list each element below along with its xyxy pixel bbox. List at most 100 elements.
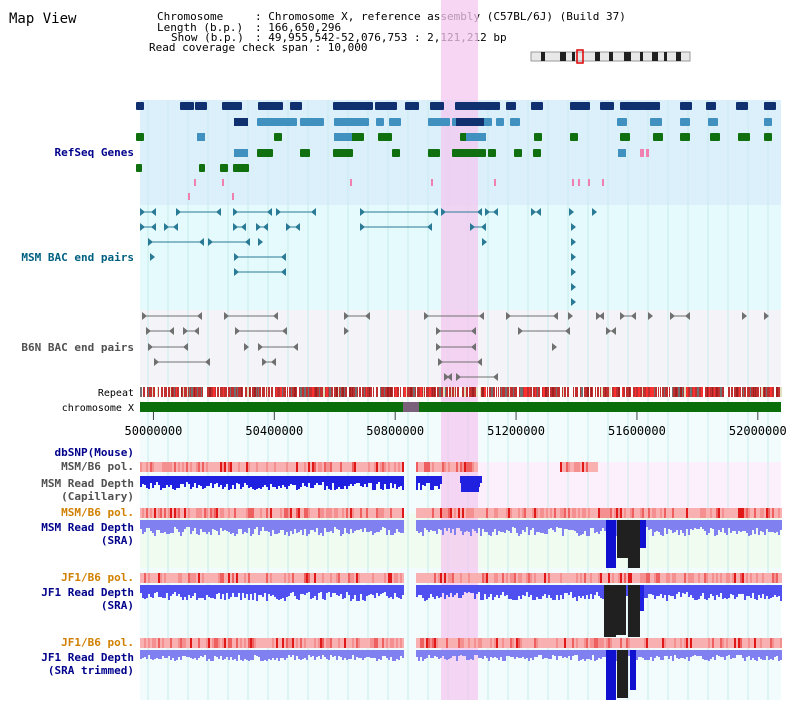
b6n-bac-pair-end[interactable] <box>553 312 558 320</box>
b6n-bac-pair-end[interactable] <box>552 343 557 351</box>
b6n-bac-pair-end[interactable] <box>235 327 240 335</box>
gene-feature[interactable] <box>534 133 542 141</box>
b6n-bac-pair-end[interactable] <box>506 312 511 320</box>
gene-feature[interactable] <box>764 133 772 141</box>
gene-feature[interactable] <box>708 118 718 126</box>
gene-feature[interactable] <box>653 133 663 141</box>
gene-feature[interactable] <box>375 102 397 110</box>
b6n-bac-pair-end[interactable] <box>169 327 174 335</box>
gene-feature[interactable] <box>220 164 228 172</box>
b6n-bac-pair-end[interactable] <box>471 343 476 351</box>
gene-feature-minor[interactable] <box>188 193 190 200</box>
gene-feature[interactable] <box>180 102 194 110</box>
gene-feature-minor[interactable] <box>572 179 574 186</box>
track-label-refseq[interactable]: RefSeq Genes <box>55 146 134 159</box>
msm-bac-pair-end[interactable] <box>176 208 181 216</box>
b6n-bac-pair-end[interactable] <box>518 327 523 335</box>
track-label-msm-depth-sra[interactable]: MSM Read Depth <box>41 521 134 534</box>
msm-bac-pair-end[interactable] <box>571 283 576 291</box>
gene-feature-minor[interactable] <box>602 179 604 186</box>
msm-bac-pair-end[interactable] <box>360 223 365 231</box>
track-label-msm-depth-capillary[interactable]: MSM Read Depth <box>41 477 134 490</box>
b6n-bac-pair-end[interactable] <box>282 327 287 335</box>
gene-feature[interactable] <box>300 118 324 126</box>
gene-feature[interactable] <box>300 149 310 157</box>
b6n-bac-pair-end[interactable] <box>685 312 690 320</box>
gene-feature[interactable] <box>333 149 353 157</box>
track-label-jf1-pol-1[interactable]: JF1/B6 pol. <box>61 571 134 584</box>
b6n-bac-pair-end[interactable] <box>764 312 769 320</box>
b6n-bac-pair-end[interactable] <box>424 312 429 320</box>
b6n-bac-pair-end[interactable] <box>479 312 484 320</box>
gene-feature[interactable] <box>620 102 660 110</box>
msm-bac-pairs[interactable] <box>140 208 597 306</box>
gene-feature[interactable] <box>334 118 369 126</box>
msm-bac-pair-end[interactable] <box>485 208 490 216</box>
gene-feature[interactable] <box>274 133 282 141</box>
msm-bac-pair-end[interactable] <box>164 223 169 231</box>
gene-feature[interactable] <box>376 118 384 126</box>
b6n-bac-pair-end[interactable] <box>631 312 636 320</box>
b6n-bac-pair-end[interactable] <box>620 312 625 320</box>
gene-feature[interactable] <box>466 133 486 141</box>
b6n-bac-pair-end[interactable] <box>146 327 151 335</box>
track-label-dbsnp[interactable]: dbSNP(Mouse) <box>55 446 134 459</box>
b6n-bac-pair-end[interactable] <box>273 312 278 320</box>
track-label-msm-pol-1[interactable]: MSM/B6 pol. <box>61 460 134 473</box>
b6n-bac-pair-end[interactable] <box>438 358 443 366</box>
gene-feature[interactable] <box>258 102 283 110</box>
b6n-bac-pair-end[interactable] <box>596 312 601 320</box>
b6n-bac-pair-end[interactable] <box>271 358 276 366</box>
msm-bac-pair-end[interactable] <box>281 253 286 261</box>
b6n-bac-pair-end[interactable] <box>244 343 249 351</box>
track-label-repeat[interactable]: Repeat <box>98 388 134 399</box>
track-label-jf1-depth-sra[interactable]: JF1 Read Depth <box>41 586 134 599</box>
track-label-msm-bac[interactable]: MSM BAC end pairs <box>21 251 134 264</box>
b6n-bac-pair-end[interactable] <box>456 373 461 381</box>
b6n-bac-pair-end[interactable] <box>293 343 298 351</box>
msm-bac-pair-end[interactable] <box>571 268 576 276</box>
gene-feature-minor[interactable] <box>578 179 580 186</box>
b6n-bac-pair-end[interactable] <box>205 358 210 366</box>
msm-bac-pair-end[interactable] <box>536 208 541 216</box>
gene-feature[interactable] <box>334 133 352 141</box>
gene-feature[interactable] <box>640 149 644 157</box>
gene-feature-minor[interactable] <box>431 179 433 186</box>
gene-feature[interactable] <box>514 149 522 157</box>
b6n-bac-pair-end[interactable] <box>436 327 441 335</box>
track-label-b6n-bac[interactable]: B6N BAC end pairs <box>21 341 134 354</box>
gene-feature[interactable] <box>333 102 373 110</box>
b6n-bac-pair-end[interactable] <box>606 327 611 335</box>
b6n-bac-pair-end[interactable] <box>224 312 229 320</box>
polymorphism-tracks[interactable] <box>140 462 782 648</box>
gene-feature[interactable] <box>199 164 205 172</box>
gene-feature[interactable] <box>650 118 662 126</box>
msm-bac-pair-end[interactable] <box>150 253 155 261</box>
gene-feature[interactable] <box>257 118 297 126</box>
gene-feature[interactable] <box>233 164 249 172</box>
gene-feature[interactable] <box>533 149 541 157</box>
msm-bac-pair-end[interactable] <box>441 208 446 216</box>
read-depth-tracks[interactable] <box>140 476 782 700</box>
b6n-bac-pair-end[interactable] <box>471 327 476 335</box>
gene-feature[interactable] <box>738 133 750 141</box>
msm-bac-pair-end[interactable] <box>571 253 576 261</box>
gene-feature[interactable] <box>620 133 630 141</box>
msm-bac-pair-end[interactable] <box>493 208 498 216</box>
msm-bac-pair-end[interactable] <box>286 223 291 231</box>
gene-feature[interactable] <box>428 118 450 126</box>
msm-bac-pair-end[interactable] <box>263 223 268 231</box>
msm-bac-pair-end[interactable] <box>256 223 261 231</box>
b6n-bac-pair-end[interactable] <box>670 312 675 320</box>
msm-bac-pair-end[interactable] <box>140 208 145 216</box>
msm-bac-pair-end[interactable] <box>311 208 316 216</box>
msm-bac-pair-end[interactable] <box>481 223 486 231</box>
gene-feature[interactable] <box>290 102 302 110</box>
b6n-bac-pair-end[interactable] <box>262 358 267 366</box>
b6n-bac-pair-end[interactable] <box>599 312 604 320</box>
b6n-bac-pair-end[interactable] <box>436 343 441 351</box>
gene-feature[interactable] <box>488 149 496 157</box>
track-label-jf1-depth-trimmed[interactable]: JF1 Read Depth <box>41 651 134 664</box>
gene-feature[interactable] <box>764 118 772 126</box>
msm-bac-pair-end[interactable] <box>208 238 213 246</box>
